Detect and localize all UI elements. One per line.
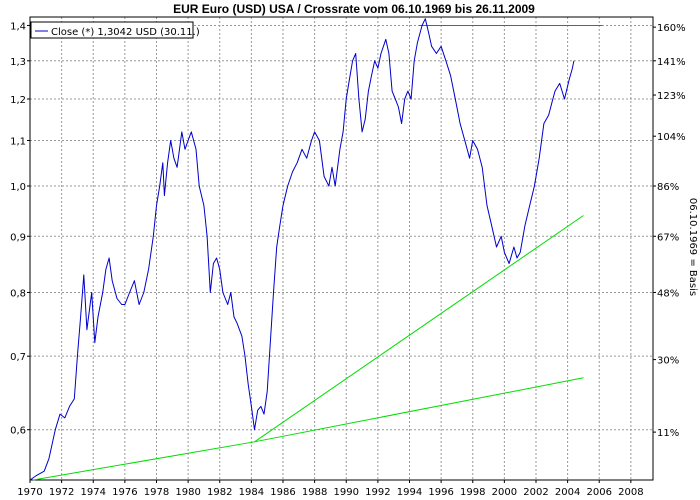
y-right-tick-label: 123% <box>657 91 686 102</box>
y-left-tick-label: 0,9 <box>10 232 26 243</box>
x-tick-label: 1988 <box>302 487 327 498</box>
y-right-tick-label: 141% <box>657 57 686 68</box>
legend: Close (*) 1,3042 USD (30.11.) <box>30 21 200 39</box>
x-tick-label: 2006 <box>587 487 612 498</box>
y-right-tick-label: 67% <box>657 232 679 243</box>
trend-lines <box>33 24 603 481</box>
trend-lower-line <box>254 377 584 443</box>
y-left-tick-label: 0,6 <box>10 426 26 437</box>
x-tick-label: 1976 <box>112 487 137 498</box>
y-axis-right: 160% 141% 123% 104% 86% 67% 48% 30% 11% <box>653 23 686 439</box>
x-tick-label: 2002 <box>523 487 548 498</box>
close-series-line <box>29 18 575 481</box>
plot-frame <box>29 16 654 481</box>
y-left-tick-label: 1,4 <box>10 21 26 32</box>
y-right-tick-label: 30% <box>657 356 679 367</box>
y-left-tick-label: 0,8 <box>10 288 26 299</box>
legend-box <box>30 21 194 39</box>
x-tick-label: 1984 <box>239 487 264 498</box>
grid <box>29 17 653 480</box>
x-tick-label: 1986 <box>270 487 295 498</box>
chart-title: EUR Euro (USD) USA / Crossrate vom 06.10… <box>173 2 535 16</box>
trend-steep-line <box>254 215 584 443</box>
y-axis-left: 0,6 0,7 0,8 0,9 1,0 1,1 1,2 1,3 1,4 <box>10 21 30 437</box>
trend-upper-line <box>33 441 255 481</box>
y-right-tick-label: 104% <box>657 132 686 143</box>
y-left-tick-label: 1,3 <box>10 57 26 68</box>
x-tick-label: 1980 <box>175 487 200 498</box>
y-left-tick-label: 1,1 <box>10 137 26 148</box>
x-tick-label: 1972 <box>49 487 74 498</box>
price-series <box>29 18 575 481</box>
right-axis-label: 06.10.1969 = Basis <box>687 198 698 296</box>
x-tick-label: 2008 <box>618 487 643 498</box>
x-tick-label: 1992 <box>365 487 390 498</box>
y-right-tick-label: 160% <box>657 23 686 34</box>
x-tick-label: 1982 <box>207 487 232 498</box>
y-right-tick-label: 86% <box>657 182 679 193</box>
x-tick-label: 1998 <box>460 487 485 498</box>
x-tick-label: 1994 <box>397 487 422 498</box>
x-tick-label: 1970 <box>17 487 42 498</box>
y-left-tick-label: 1,0 <box>10 182 26 193</box>
y-right-tick-label: 11% <box>657 428 679 439</box>
x-tick-label: 2000 <box>492 487 517 498</box>
legend-label: Close (*) 1,3042 USD (30.11.) <box>51 27 200 38</box>
x-tick-label: 1990 <box>334 487 359 498</box>
x-axis: 1970 1972 1974 1976 1978 1980 1982 1984 1986 1988… <box>17 480 644 498</box>
x-tick-label: 1974 <box>81 487 106 498</box>
y-left-tick-label: 0,7 <box>10 352 26 363</box>
y-left-tick-label: 1,2 <box>10 95 26 106</box>
x-tick-label: 1996 <box>428 487 453 498</box>
y-right-tick-label: 48% <box>657 288 679 299</box>
x-tick-label: 1978 <box>144 487 169 498</box>
x-tick-label: 2004 <box>555 487 580 498</box>
